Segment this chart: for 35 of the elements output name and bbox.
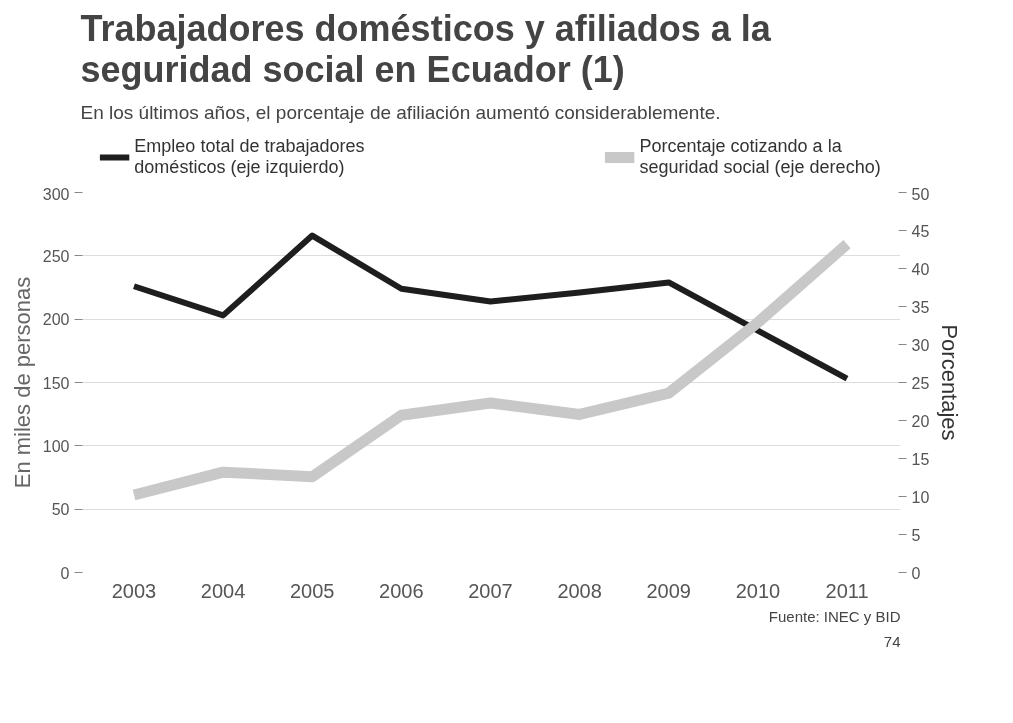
x-tick-label: 2008 (557, 579, 602, 602)
y2-tick-label: 10 (911, 488, 930, 506)
x-tick-label: 2003 (111, 579, 157, 602)
y2-tick-label: 20 (911, 412, 930, 430)
legend-label: Porcentaje cotizando a la seguridad social (eje derecho) (639, 136, 881, 178)
y2-tick-label: 40 (911, 260, 930, 278)
y-tick-label: 300 (42, 185, 70, 203)
x-tick-label: 2011 (825, 579, 869, 602)
x-tick-label: 2004 (200, 579, 246, 602)
legend-label: Empleo total de trabajadores domésticos (eje izquierdo) (134, 136, 365, 178)
chart-title: Trabajadores domésticos y afiliados a la seguridad social en Ecuador (1) (80, 7, 772, 90)
y-tick-label: 150 (42, 374, 70, 392)
y2-tick-label: 30 (911, 336, 930, 354)
text: 74 (883, 632, 901, 650)
y2-tick-label: 25 (911, 374, 930, 392)
y2-tick-label: 35 (911, 298, 930, 316)
y-tick-label: 0 (60, 564, 70, 582)
y2-axis-title: Porcentajes (937, 324, 963, 441)
x-tick-label: 2005 (289, 579, 335, 602)
y-axis-title: En miles de personas (9, 276, 35, 489)
chart-subtitle: En los últimos años, el porcentaje de afiliación aumentó considerablemente. (80, 101, 721, 123)
y-tick-label: 250 (42, 247, 70, 265)
y-tick-label: 50 (51, 501, 70, 519)
y2-tick-label: 50 (911, 185, 930, 203)
source-note: Fuente: INEC y BID (768, 607, 901, 625)
x-tick-label: 2006 (379, 579, 424, 602)
y2-tick-label: 0 (911, 564, 921, 582)
y-tick-label: 100 (42, 437, 70, 455)
y2-tick-label: 15 (911, 450, 930, 468)
x-tick-label: 2009 (646, 579, 692, 602)
y2-tick-label: 5 (911, 526, 921, 544)
x-tick-label: 2010 (735, 579, 781, 602)
y2-tick-label: 45 (911, 222, 930, 240)
x-tick-label: 2007 (468, 579, 513, 602)
y-tick-label: 200 (42, 311, 70, 329)
